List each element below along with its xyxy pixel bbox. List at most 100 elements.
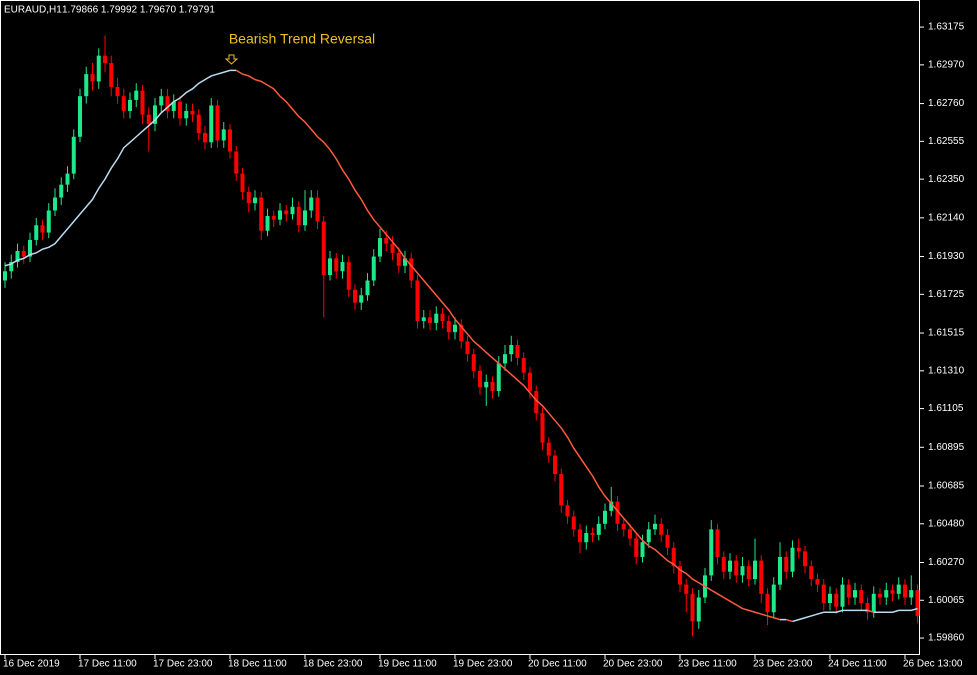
candle-body bbox=[746, 566, 751, 580]
y-tick-label: 1.61310 bbox=[928, 365, 965, 376]
candle-body bbox=[665, 534, 670, 548]
trend-line bbox=[4, 69, 237, 267]
candle-body bbox=[821, 584, 826, 604]
candle-body bbox=[584, 532, 589, 543]
x-tick-label: 20 Dec 11:00 bbox=[528, 659, 587, 670]
candle-body bbox=[396, 252, 401, 266]
candle-body bbox=[515, 345, 520, 358]
candle-body bbox=[284, 210, 289, 215]
candle-body bbox=[784, 556, 789, 572]
candle-body bbox=[796, 547, 801, 552]
candle-body bbox=[128, 99, 132, 111]
candle-body bbox=[246, 192, 251, 204]
candle-body bbox=[209, 105, 214, 143]
candle-body bbox=[334, 258, 339, 272]
candle-body bbox=[896, 584, 901, 594]
plot-frame bbox=[0, 0, 920, 655]
candle-body bbox=[234, 151, 239, 174]
candle-body bbox=[428, 317, 432, 323]
y-tick-label: 1.63175 bbox=[928, 22, 965, 33]
candle-body bbox=[221, 129, 226, 141]
candle-body bbox=[115, 86, 120, 97]
candle-body bbox=[340, 262, 345, 272]
candle-body bbox=[696, 597, 701, 622]
candle-body bbox=[153, 105, 157, 124]
candle-body bbox=[503, 354, 507, 364]
candle-body bbox=[509, 345, 514, 355]
candle-body bbox=[628, 529, 632, 539]
y-tick-label: 1.62970 bbox=[928, 60, 965, 71]
candle-body bbox=[903, 584, 907, 598]
candle-body bbox=[9, 262, 14, 272]
candle-body bbox=[353, 289, 357, 303]
candle-body bbox=[109, 63, 114, 87]
candle-body bbox=[446, 321, 451, 333]
candle-body bbox=[615, 501, 620, 524]
candle-body bbox=[640, 542, 645, 557]
candle-body bbox=[478, 370, 482, 388]
candle-body bbox=[678, 566, 682, 585]
y-tick-label: 1.61515 bbox=[928, 328, 965, 339]
candle-body bbox=[609, 501, 614, 511]
candle-body bbox=[271, 215, 276, 220]
candle-body bbox=[728, 560, 732, 572]
candle-body bbox=[328, 258, 332, 275]
candle-body bbox=[265, 215, 270, 231]
candle-body bbox=[34, 225, 39, 240]
candle-body bbox=[684, 584, 689, 594]
x-tick-label: 18 Dec 23:00 bbox=[303, 659, 363, 670]
candle-body bbox=[303, 210, 307, 226]
candle-body bbox=[528, 372, 532, 392]
candle-body bbox=[653, 523, 657, 530]
candle-body bbox=[540, 413, 545, 443]
y-tick-label: 1.60480 bbox=[928, 518, 965, 529]
candle-body bbox=[603, 510, 607, 524]
candle-body bbox=[103, 55, 107, 64]
y-tick-label: 1.61930 bbox=[928, 251, 965, 262]
candle-body bbox=[290, 206, 295, 215]
candle-body bbox=[171, 101, 176, 111]
candle-body bbox=[853, 590, 857, 598]
candle-body bbox=[371, 256, 376, 281]
candle-body bbox=[315, 197, 320, 222]
y-tick-label: 1.60685 bbox=[928, 481, 965, 492]
candle-body bbox=[378, 238, 382, 257]
candle-body bbox=[409, 258, 414, 281]
candle-body bbox=[15, 251, 20, 263]
candle-body bbox=[90, 74, 95, 82]
x-tick-label: 24 Dec 11:00 bbox=[828, 659, 887, 670]
candle-body bbox=[459, 324, 464, 342]
candle-body bbox=[890, 590, 895, 594]
y-tick-label: 1.62140 bbox=[928, 212, 965, 223]
x-tick-label: 23 Dec 23:00 bbox=[753, 659, 813, 670]
x-tick-label: 20 Dec 23:00 bbox=[603, 659, 663, 670]
candle-body bbox=[159, 96, 164, 106]
candle-body bbox=[621, 523, 626, 530]
trend-line bbox=[235, 69, 781, 621]
candle-body bbox=[178, 101, 182, 119]
candle-body bbox=[865, 603, 870, 613]
candle-body bbox=[484, 381, 489, 388]
trend-line bbox=[873, 607, 918, 613]
candle-body bbox=[765, 593, 770, 613]
candle-body bbox=[909, 590, 914, 598]
candle-body bbox=[421, 317, 426, 322]
candle-body bbox=[59, 184, 64, 198]
y-tick-label: 1.62555 bbox=[928, 136, 965, 147]
candle-body bbox=[559, 474, 564, 506]
candle-body bbox=[721, 556, 726, 572]
chart-title: EURAUD,H1 bbox=[4, 5, 62, 16]
candle-body bbox=[228, 129, 232, 152]
candle-body bbox=[278, 210, 282, 220]
y-tick-label: 1.62350 bbox=[928, 174, 965, 185]
y-tick-label: 1.60270 bbox=[928, 557, 965, 568]
y-tick-label: 1.62760 bbox=[928, 98, 965, 109]
candle-body bbox=[884, 590, 889, 598]
candle-body bbox=[471, 354, 476, 371]
candle-body bbox=[184, 110, 189, 119]
candle-body bbox=[96, 55, 101, 82]
candle-body bbox=[565, 505, 570, 517]
candle-body bbox=[365, 280, 370, 296]
candle-body bbox=[440, 313, 445, 322]
